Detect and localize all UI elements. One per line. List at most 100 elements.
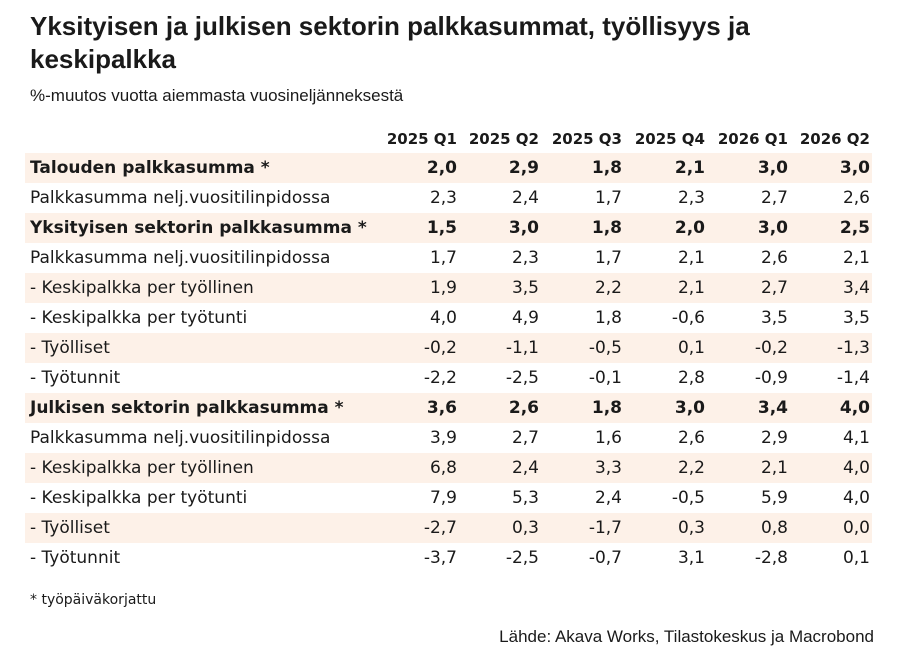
table-cell: 1,7 bbox=[429, 248, 457, 268]
table-cell: -0,5 bbox=[671, 488, 705, 508]
table-cell: 1,8 bbox=[594, 308, 622, 328]
column-header: 2025 Q4 bbox=[634, 130, 705, 148]
table-cell: 0,3 bbox=[624, 513, 707, 543]
table-cell: 5,3 bbox=[511, 488, 539, 508]
table-cell: 3,0 bbox=[707, 213, 790, 243]
row-label: - Työlliset bbox=[25, 513, 375, 543]
table-cell: 2,6 bbox=[459, 393, 541, 423]
table-cell: 2,3 bbox=[511, 248, 539, 268]
table-row: - Työtunnit -2,2 -2,5 -0,1 2,8 -0,9 -1,4 bbox=[25, 363, 872, 393]
table-cell: 0,1 bbox=[624, 333, 707, 363]
table-cell: 2,4 bbox=[511, 188, 539, 208]
table-cell: 1,8 bbox=[541, 213, 624, 243]
table-cell: 4,9 bbox=[511, 308, 539, 328]
table-cell: 3,4 bbox=[707, 393, 790, 423]
table-cell: 2,3 bbox=[677, 188, 705, 208]
header-corner bbox=[25, 125, 375, 153]
table-cell: 1,9 bbox=[375, 273, 459, 303]
row-label: - Keskipalkka per työtunti bbox=[30, 488, 248, 508]
table-cell: 2,1 bbox=[624, 273, 707, 303]
table-cell: 2,1 bbox=[624, 153, 707, 183]
row-label: Talouden palkkasumma * bbox=[25, 153, 375, 183]
table-row: Julkisen sektorin palkkasumma * 3,6 2,6 1,8… bbox=[25, 393, 872, 423]
table-cell: 4,0 bbox=[429, 308, 457, 328]
table-cell: 2,3 bbox=[429, 188, 457, 208]
chart-subtitle: %-muutos vuotta aiemmasta vuosineljännek… bbox=[30, 86, 404, 105]
table-cell: 4,0 bbox=[790, 393, 872, 423]
table-cell: 0,0 bbox=[790, 513, 872, 543]
table-cell: 2,7 bbox=[707, 273, 790, 303]
table-cell: 2,5 bbox=[790, 213, 872, 243]
row-label: - Keskipalkka per työllinen bbox=[25, 273, 375, 303]
table-row: Palkkasumma nelj.vuositilinpidossa 3,9 2,7… bbox=[25, 423, 872, 453]
table-row: - Työlliset -0,2 -1,1 -0,5 0,1 -0,2 -1,3 bbox=[25, 333, 872, 363]
row-label: - Keskipalkka per työtunti bbox=[30, 308, 248, 328]
table-cell: 2,4 bbox=[594, 488, 622, 508]
row-label: - Työtunnit bbox=[30, 368, 121, 388]
table-cell: -0,7 bbox=[588, 548, 622, 568]
table-cell: -2,7 bbox=[375, 513, 459, 543]
table-cell: 2,7 bbox=[511, 428, 539, 448]
table-cell: -0,6 bbox=[671, 308, 705, 328]
table-cell: 7,9 bbox=[429, 488, 457, 508]
table-cell: 2,0 bbox=[375, 153, 459, 183]
table-cell: 6,8 bbox=[375, 453, 459, 483]
table-cell: 2,1 bbox=[707, 453, 790, 483]
table-row: - Työtunnit -3,7 -2,5 -0,7 3,1 -2,8 0,1 bbox=[25, 543, 872, 573]
table-cell: 3,3 bbox=[541, 453, 624, 483]
table-cell: 2,6 bbox=[677, 428, 705, 448]
table-cell: -0,9 bbox=[754, 368, 788, 388]
table-cell: 1,8 bbox=[541, 393, 624, 423]
table-cell: 3,5 bbox=[842, 308, 870, 328]
table-row: Yksityisen sektorin palkkasumma * 1,5 3,0 1… bbox=[25, 213, 872, 243]
column-header: 2025 Q3 bbox=[551, 130, 622, 148]
table-cell: 0,3 bbox=[459, 513, 541, 543]
header-row: 2025 Q1 2025 Q2 2025 Q3 2025 Q4 2026 Q1 … bbox=[25, 125, 872, 153]
row-label: Palkkasumma nelj.vuositilinpidossa bbox=[30, 188, 331, 208]
table-row: Palkkasumma nelj.vuositilinpidossa 1,7 2,3… bbox=[25, 243, 872, 273]
table-row: Palkkasumma nelj.vuositilinpidossa 2,3 2,4… bbox=[25, 183, 872, 213]
table-cell: -0,5 bbox=[541, 333, 624, 363]
table-cell: 2,9 bbox=[459, 153, 541, 183]
table-cell: 3,0 bbox=[707, 153, 790, 183]
table-cell: -1,1 bbox=[459, 333, 541, 363]
table-cell: 4,1 bbox=[842, 428, 870, 448]
row-label: Julkisen sektorin palkkasumma * bbox=[25, 393, 375, 423]
table-cell: -2,5 bbox=[505, 548, 539, 568]
table-row: - Keskipalkka per työllinen 6,8 2,4 3,3 2,2 2… bbox=[25, 453, 872, 483]
table-cell: 2,9 bbox=[760, 428, 788, 448]
table-cell: 2,1 bbox=[677, 248, 705, 268]
table-row: Talouden palkkasumma * 2,0 2,9 1,8 2,1 3,0 3,0 bbox=[25, 153, 872, 183]
table-cell: 2,6 bbox=[760, 248, 788, 268]
table-cell: 2,0 bbox=[624, 213, 707, 243]
table-cell: 3,9 bbox=[429, 428, 457, 448]
table-cell: 3,0 bbox=[624, 393, 707, 423]
table-cell: -1,3 bbox=[790, 333, 872, 363]
column-header: 2026 Q2 bbox=[799, 130, 870, 148]
table-cell: -0,2 bbox=[707, 333, 790, 363]
table-cell: 4,0 bbox=[790, 453, 872, 483]
table-cell: 4,0 bbox=[842, 488, 870, 508]
row-label: - Keskipalkka per työllinen bbox=[25, 453, 375, 483]
table-body: Talouden palkkasumma * 2,0 2,9 1,8 2,1 3,0 3,0… bbox=[25, 153, 872, 573]
table-cell: -2,8 bbox=[754, 548, 788, 568]
table-cell: 3,0 bbox=[790, 153, 872, 183]
row-label: Palkkasumma nelj.vuositilinpidossa bbox=[30, 248, 331, 268]
table-cell: -0,2 bbox=[375, 333, 459, 363]
column-header: 2025 Q2 bbox=[468, 130, 539, 148]
table-cell: 0,1 bbox=[842, 548, 870, 568]
row-label: Palkkasumma nelj.vuositilinpidossa bbox=[30, 428, 331, 448]
row-label: - Työlliset bbox=[25, 333, 375, 363]
table-cell: -0,1 bbox=[588, 368, 622, 388]
table-cell: 5,9 bbox=[760, 488, 788, 508]
table-row: - Työlliset -2,7 0,3 -1,7 0,3 0,8 0,0 bbox=[25, 513, 872, 543]
source-note: Lähde: Akava Works, Tilastokeskus ja Mac… bbox=[499, 627, 874, 646]
table-cell: 3,6 bbox=[375, 393, 459, 423]
table-cell: 3,5 bbox=[760, 308, 788, 328]
table-cell: 1,5 bbox=[375, 213, 459, 243]
table-cell: 3,0 bbox=[459, 213, 541, 243]
column-header: 2026 Q1 bbox=[717, 130, 788, 148]
table-cell: -2,2 bbox=[423, 368, 457, 388]
table-cell: 1,7 bbox=[594, 188, 622, 208]
column-header: 2025 Q1 bbox=[386, 130, 457, 148]
